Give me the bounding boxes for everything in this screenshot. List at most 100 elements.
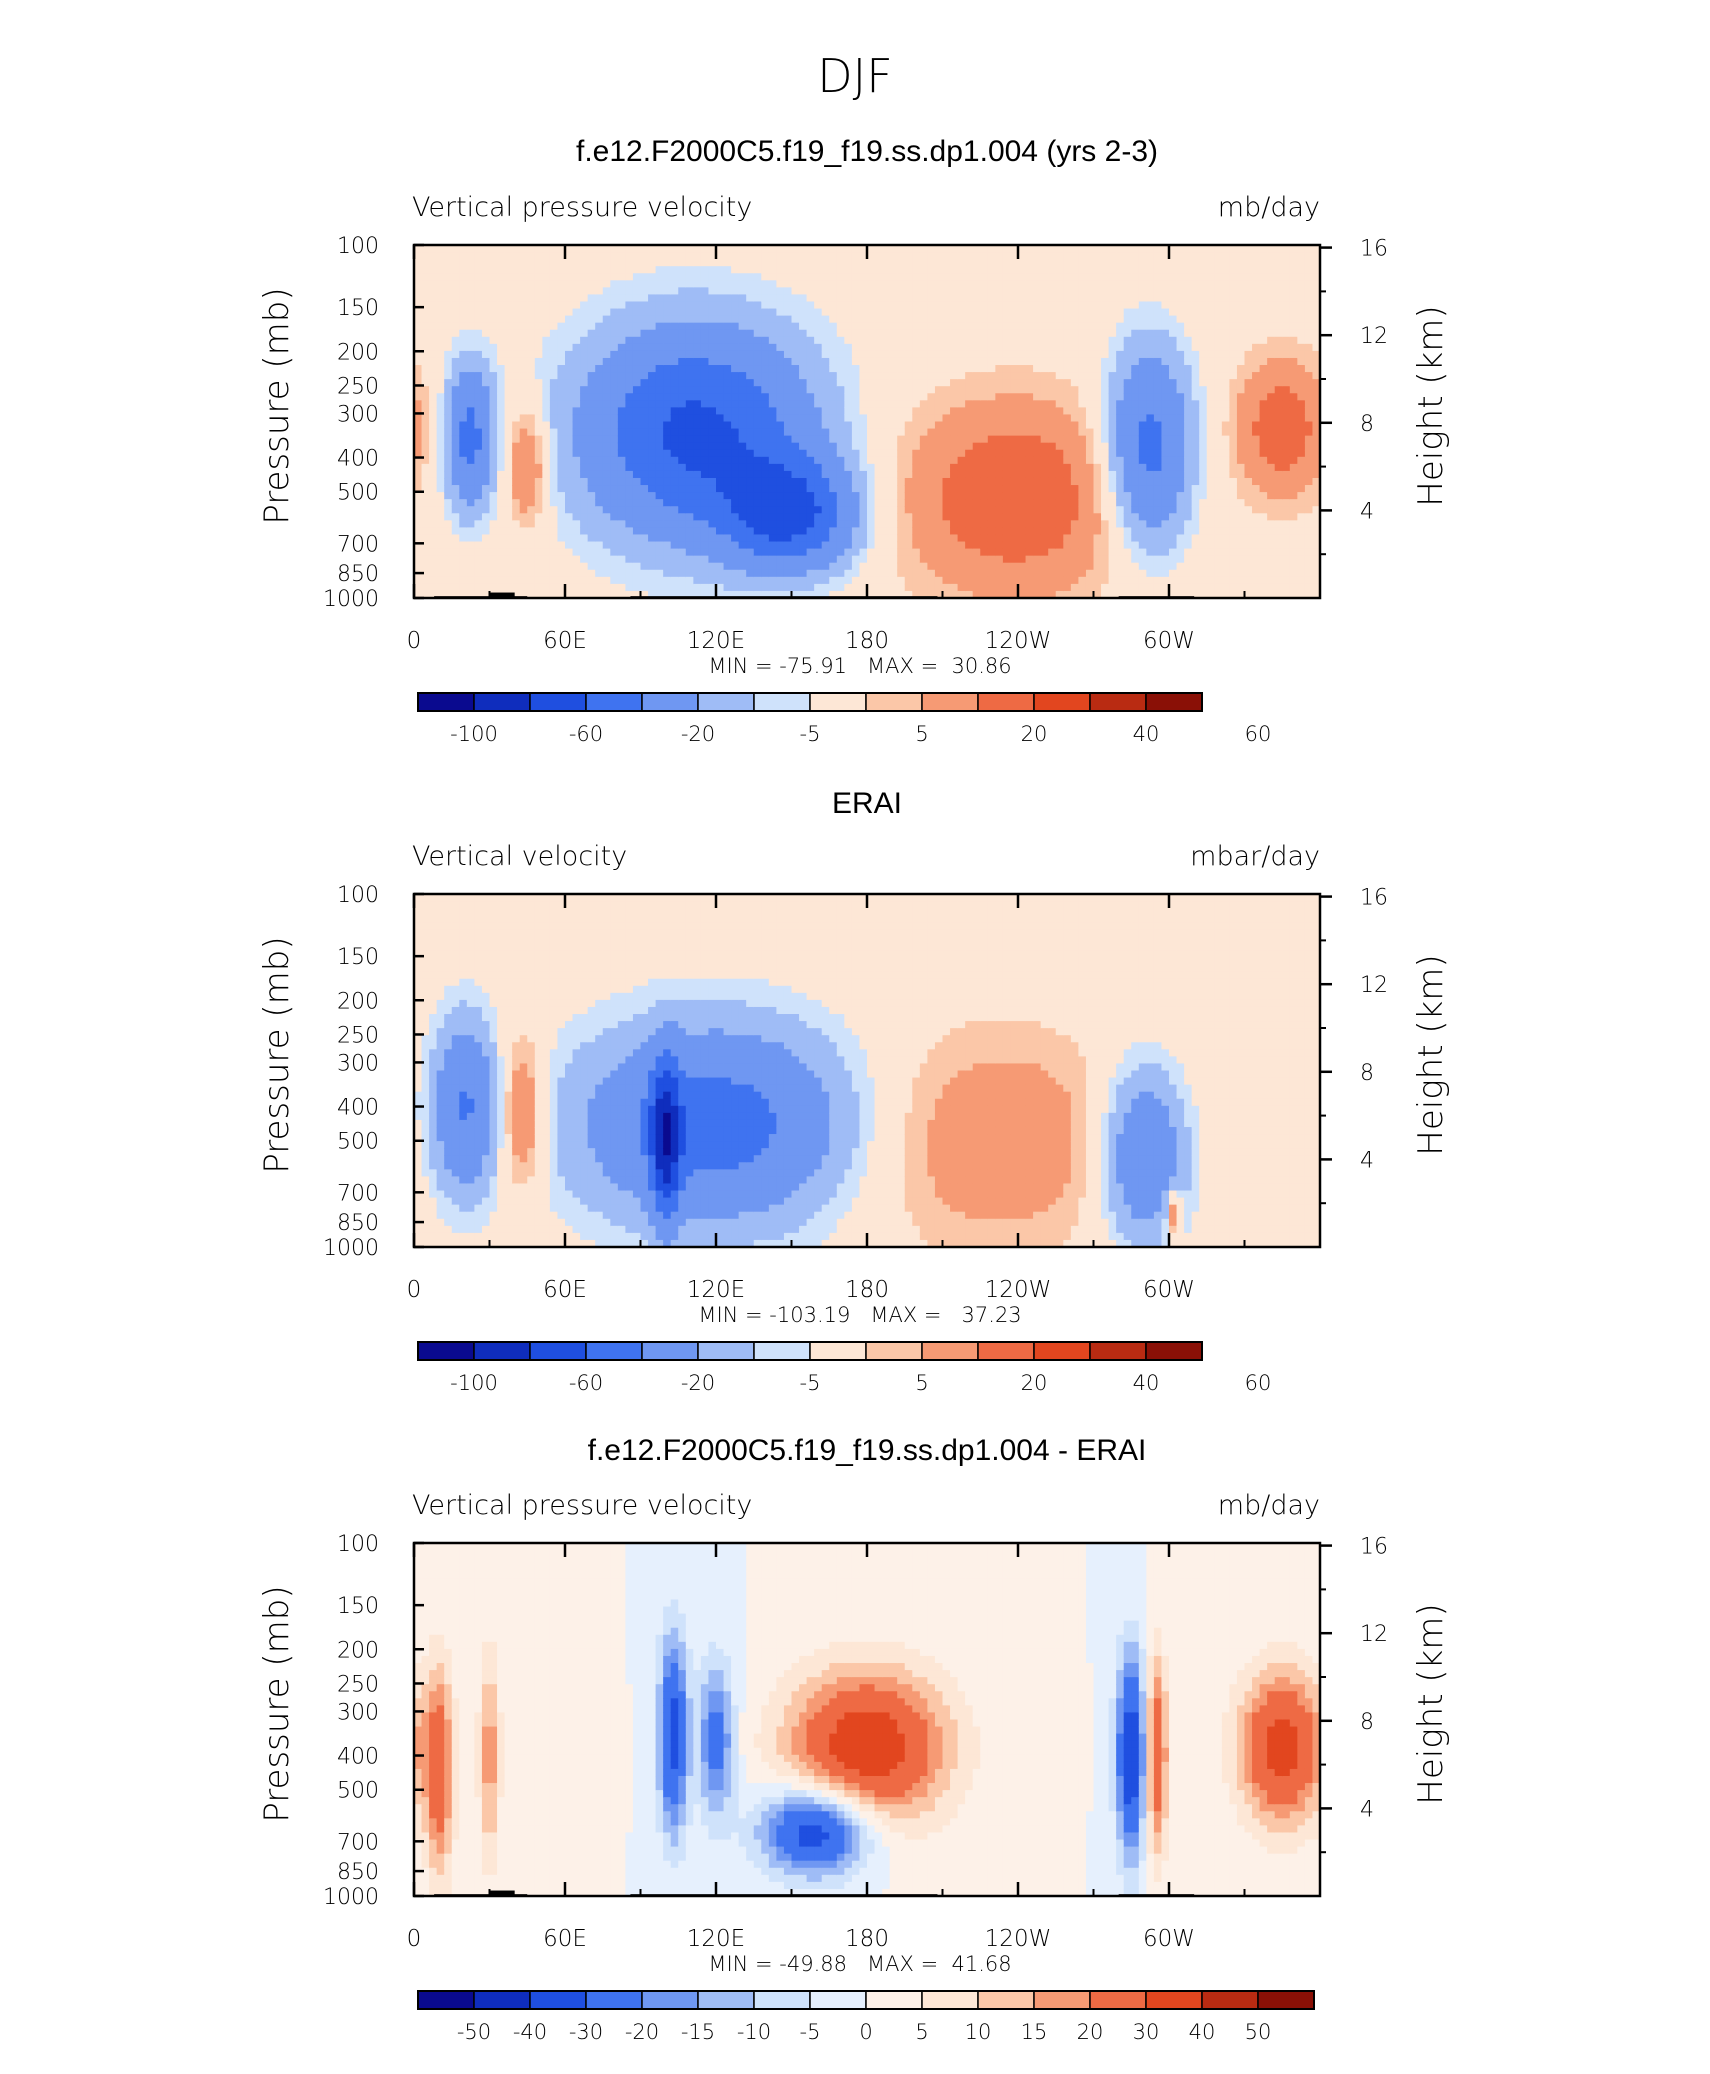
heatmap-cell bbox=[565, 294, 574, 303]
heatmap-cell bbox=[1161, 273, 1170, 281]
heatmap-cell bbox=[904, 308, 913, 317]
heatmap-cell bbox=[934, 379, 944, 387]
heatmap-cell bbox=[489, 372, 498, 380]
heatmap-cell bbox=[859, 287, 868, 296]
heatmap-cell bbox=[504, 280, 513, 288]
heatmap-cell bbox=[451, 252, 460, 260]
heatmap-cell bbox=[1040, 329, 1049, 338]
heatmap-cell bbox=[821, 365, 830, 373]
heatmap-cell bbox=[950, 442, 959, 451]
heatmap-cell bbox=[783, 428, 793, 437]
heatmap-cell bbox=[934, 499, 944, 507]
heatmap-cell bbox=[731, 350, 740, 359]
heatmap-cell bbox=[572, 583, 581, 592]
heatmap-cell bbox=[549, 555, 559, 564]
heatmap-cell bbox=[753, 576, 762, 585]
heatmap-cell bbox=[678, 245, 687, 253]
heatmap-cell bbox=[738, 428, 747, 437]
heatmap-cell bbox=[414, 548, 423, 557]
heatmap-cell bbox=[429, 421, 438, 430]
heatmap-cell bbox=[678, 492, 687, 500]
heatmap-cell bbox=[919, 414, 928, 423]
heatmap-cell bbox=[527, 442, 536, 451]
heatmap-cell bbox=[1153, 329, 1163, 338]
heatmap-cell bbox=[950, 301, 959, 310]
heatmap-cell bbox=[806, 245, 815, 253]
heatmap-cell bbox=[678, 548, 687, 557]
heatmap-cell bbox=[950, 259, 959, 267]
heatmap-cell bbox=[980, 280, 989, 288]
heatmap-cell bbox=[429, 576, 438, 585]
heatmap-cell bbox=[1116, 245, 1125, 253]
heatmap-cell bbox=[836, 428, 845, 437]
heatmap-cell bbox=[1002, 322, 1012, 331]
heatmap-cell bbox=[1101, 428, 1110, 437]
heatmap-cell bbox=[1078, 513, 1087, 521]
heatmap-cell bbox=[1070, 273, 1079, 281]
heatmap-cell bbox=[451, 315, 460, 324]
heatmap-cell bbox=[429, 393, 438, 401]
heatmap-cell bbox=[1010, 308, 1019, 317]
heatmap-cell bbox=[414, 245, 423, 253]
heatmap-cell bbox=[414, 266, 423, 274]
heatmap-cell bbox=[1063, 357, 1072, 366]
heatmap-cell bbox=[761, 428, 770, 437]
heatmap-cell bbox=[1108, 365, 1117, 373]
heatmap-cell bbox=[512, 357, 521, 366]
heatmap-cell bbox=[1085, 386, 1095, 394]
heatmap-cell bbox=[919, 365, 928, 373]
heatmap-cell bbox=[761, 470, 770, 479]
heatmap-cell bbox=[700, 414, 710, 423]
heatmap-cell bbox=[859, 506, 868, 514]
heatmap-cell bbox=[1010, 372, 1019, 380]
heatmap-cell bbox=[897, 449, 906, 458]
heatmap-cell bbox=[844, 569, 853, 578]
heatmap-cell bbox=[844, 428, 853, 437]
heatmap-cell bbox=[874, 421, 883, 430]
heatmap-cell bbox=[904, 470, 913, 479]
heatmap-cell bbox=[504, 485, 513, 493]
heatmap-cell bbox=[950, 386, 959, 394]
heatmap-cell bbox=[814, 562, 823, 571]
heatmap-cell bbox=[527, 506, 536, 514]
heatmap-cell bbox=[987, 343, 996, 352]
heatmap-cell bbox=[1010, 590, 1019, 599]
heatmap-cell bbox=[1146, 527, 1155, 536]
heatmap-cell bbox=[414, 386, 423, 394]
heatmap-cell bbox=[670, 456, 679, 465]
heatmap-cell bbox=[1093, 273, 1102, 281]
heatmap-cell bbox=[753, 435, 762, 444]
heatmap-cell bbox=[474, 393, 483, 401]
heatmap-cell bbox=[897, 259, 906, 267]
heatmap-cell bbox=[1002, 336, 1012, 345]
heatmap-cell bbox=[527, 400, 536, 408]
heatmap-cell bbox=[904, 407, 913, 416]
heatmap-cell bbox=[1055, 442, 1064, 451]
heatmap-cell bbox=[995, 322, 1004, 331]
heatmap-cell bbox=[1085, 294, 1095, 303]
heatmap-cell bbox=[814, 428, 823, 437]
heatmap-cell bbox=[723, 527, 732, 536]
heatmap-cell bbox=[829, 499, 838, 507]
heatmap-cell bbox=[912, 449, 921, 458]
heatmap-cell bbox=[489, 548, 498, 557]
heatmap-cell bbox=[1101, 477, 1110, 486]
heatmap-cell bbox=[716, 421, 725, 430]
heatmap-cell bbox=[874, 393, 883, 401]
heatmap-cell bbox=[640, 499, 649, 507]
heatmap-cell bbox=[534, 329, 543, 338]
heatmap-cell bbox=[1010, 428, 1019, 437]
heatmap-cell bbox=[489, 492, 498, 500]
heatmap-cell bbox=[1018, 379, 1027, 387]
heatmap-cell bbox=[836, 245, 845, 253]
heatmap-cell bbox=[1033, 485, 1042, 493]
heatmap-cell bbox=[459, 245, 468, 253]
heatmap-cell bbox=[987, 379, 996, 387]
heatmap-cell bbox=[640, 315, 649, 324]
heatmap-cell bbox=[806, 308, 815, 317]
heatmap-cell bbox=[595, 513, 604, 521]
heatmap-cell bbox=[595, 569, 604, 578]
heatmap-cell bbox=[723, 435, 732, 444]
heatmap-cell bbox=[950, 513, 959, 521]
heatmap-cell bbox=[451, 400, 460, 408]
